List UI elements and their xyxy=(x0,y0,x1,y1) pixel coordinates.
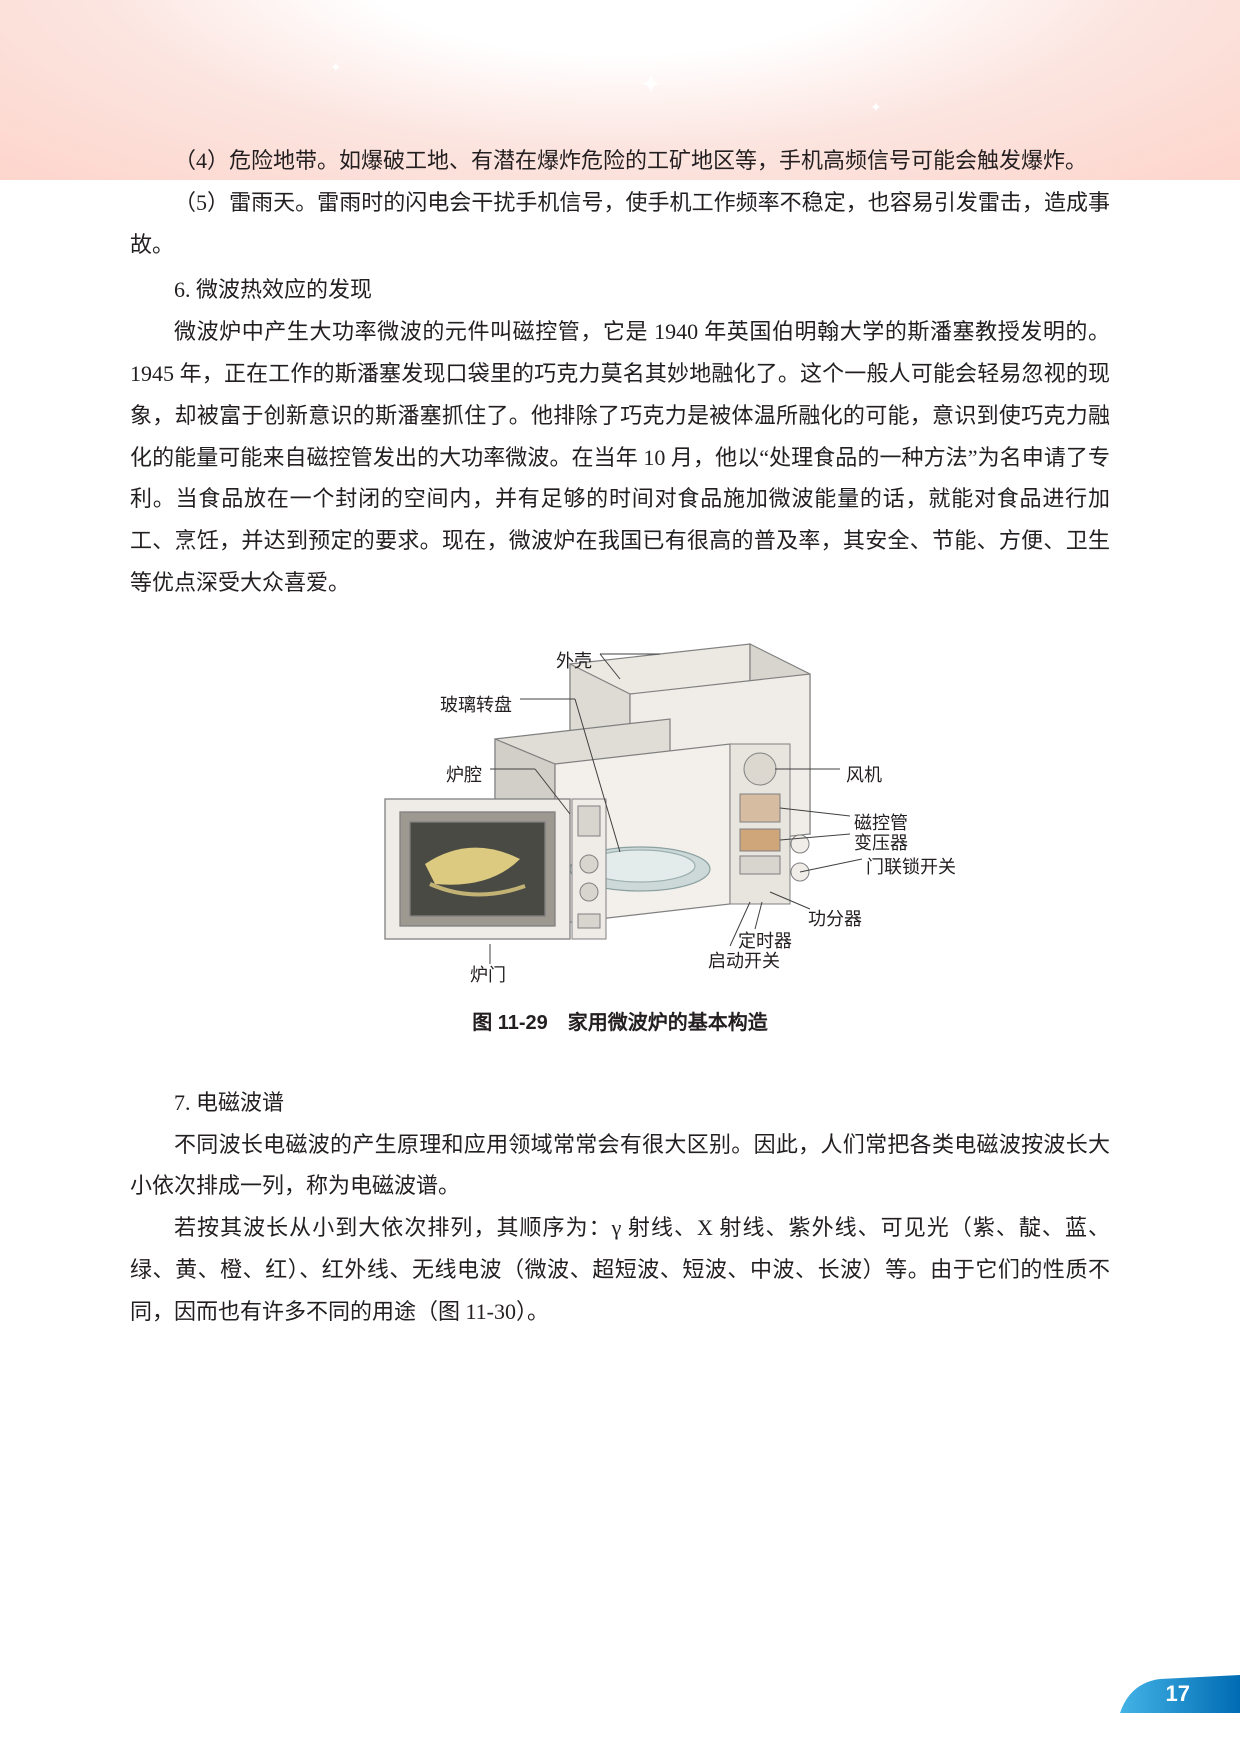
paragraph-4: （4）危险地带。如爆破工地、有潜在爆炸危险的工矿地区等，手机高频信号可能会触发爆… xyxy=(130,140,1110,182)
label-tray: 玻璃转盘 xyxy=(440,688,512,722)
label-start: 启动开关 xyxy=(708,944,780,978)
section-6-title: 6. 微波热效应的发现 xyxy=(130,269,1110,311)
page-number: 17 xyxy=(1166,1681,1190,1707)
microwave-diagram: 外壳 玻璃转盘 炉腔 炉门 风机 磁控管 变压器 门联锁开关 功分器 定时器 启… xyxy=(310,634,930,984)
paragraph-5: （5）雷雨天。雷雨时的闪电会干扰手机信号，使手机工作频率不稳定，也容易引发雷击，… xyxy=(130,182,1110,266)
paragraph-7a: 不同波长电磁波的产生原理和应用领域常常会有很大区别。因此，人们常把各类电磁波按波… xyxy=(130,1124,1110,1208)
label-cavity: 炉腔 xyxy=(446,758,482,792)
label-interlock: 门联锁开关 xyxy=(866,850,956,884)
label-fan: 风机 xyxy=(846,758,882,792)
label-door: 炉门 xyxy=(470,958,506,992)
figure-11-29: 外壳 玻璃转盘 炉腔 炉门 风机 磁控管 变压器 门联锁开关 功分器 定时器 启… xyxy=(130,634,1110,1042)
section-7-title: 7. 电磁波谱 xyxy=(130,1082,1110,1124)
page-content: （4）危险地带。如爆破工地、有潜在爆炸危险的工矿地区等，手机高频信号可能会触发爆… xyxy=(0,0,1240,1333)
label-power: 功分器 xyxy=(808,902,862,936)
figure-caption: 图 11-29 家用微波炉的基本构造 xyxy=(472,1004,768,1042)
paragraph-6-body: 微波炉中产生大功率微波的元件叫磁控管，它是 1940 年英国伯明翰大学的斯潘塞教… xyxy=(130,311,1110,604)
label-shell: 外壳 xyxy=(556,644,592,678)
paragraph-7b: 若按其波长从小到大依次排列，其顺序为：γ 射线、X 射线、紫外线、可见光（紫、靛… xyxy=(130,1207,1110,1332)
